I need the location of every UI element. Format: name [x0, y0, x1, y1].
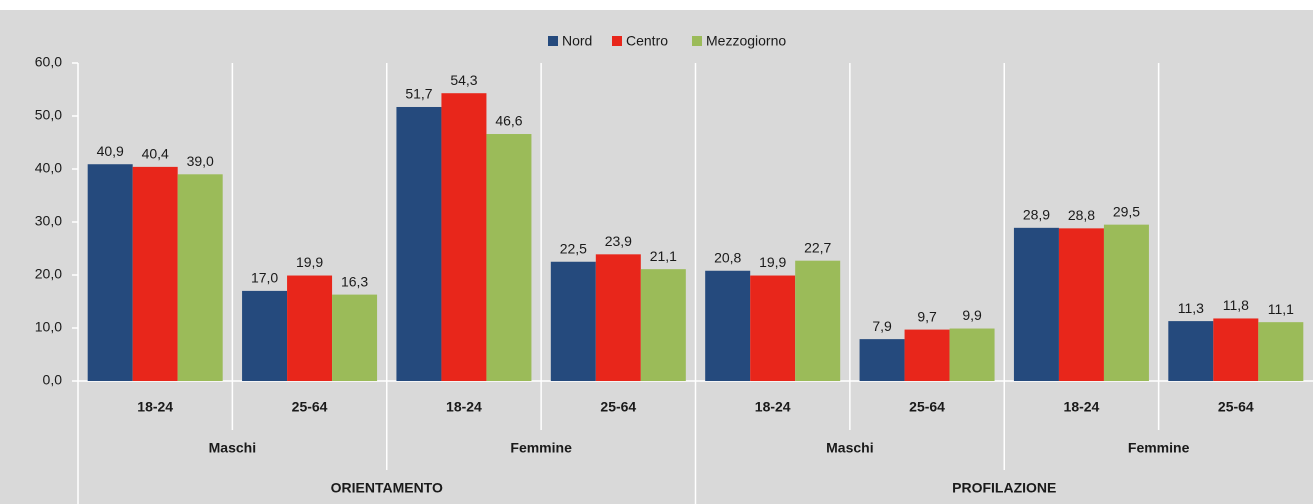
bar — [949, 328, 995, 381]
bar — [87, 164, 133, 381]
value-label: 46,6 — [495, 113, 522, 129]
y-tick-label: 50,0 — [35, 107, 62, 123]
value-label: 54,3 — [450, 72, 477, 88]
bar — [595, 254, 641, 381]
gender-label: Femmine — [510, 440, 572, 456]
bar — [177, 174, 223, 381]
value-label: 11,8 — [1223, 297, 1249, 313]
gender-label: Maschi — [209, 440, 256, 456]
y-tick-label: 30,0 — [35, 213, 62, 229]
bar — [705, 270, 751, 381]
legend-label: Nord — [562, 33, 592, 49]
x-tick-label: 25-64 — [1218, 399, 1254, 415]
bar — [1213, 318, 1259, 381]
value-label: 9,9 — [962, 307, 982, 323]
value-label: 22,7 — [804, 239, 831, 255]
value-label: 11,3 — [1178, 300, 1204, 316]
x-tick-label: 25-64 — [600, 399, 636, 415]
value-label: 28,9 — [1023, 207, 1050, 223]
y-tick-label: 0,0 — [43, 372, 63, 388]
value-label: 17,0 — [251, 270, 278, 286]
bar — [1168, 321, 1214, 381]
legend-label: Mezzogiorno — [706, 33, 786, 49]
value-label: 22,5 — [560, 240, 587, 256]
legend-label: Centro — [626, 33, 668, 49]
section-label: PROFILAZIONE — [952, 480, 1056, 496]
bar — [750, 275, 796, 381]
bar — [1058, 228, 1104, 381]
bar — [904, 329, 950, 381]
y-tick-label: 40,0 — [35, 160, 62, 176]
y-tick-label: 60,0 — [35, 54, 62, 70]
bar — [486, 134, 532, 381]
bar — [441, 93, 487, 382]
legend-swatch — [692, 36, 702, 46]
value-label: 20,8 — [714, 249, 741, 265]
bar — [550, 261, 596, 381]
bar — [242, 290, 288, 381]
bar — [1103, 224, 1149, 381]
value-label: 19,9 — [296, 254, 323, 270]
value-label: 40,9 — [97, 143, 124, 159]
section-label: ORIENTAMENTO — [331, 480, 443, 496]
x-tick-label: 18-24 — [755, 399, 791, 415]
value-label: 51,7 — [405, 86, 432, 102]
bar — [332, 294, 378, 381]
gender-label: Maschi — [826, 440, 873, 456]
x-tick-label: 18-24 — [1064, 399, 1100, 415]
bar — [1258, 322, 1304, 381]
gender-label: Femmine — [1128, 440, 1190, 456]
y-tick-label: 20,0 — [35, 266, 62, 282]
bar — [287, 275, 333, 381]
value-label: 21,1 — [650, 248, 677, 264]
value-label: 40,4 — [142, 146, 169, 162]
value-label: 11,1 — [1268, 301, 1294, 317]
x-tick-label: 18-24 — [137, 399, 173, 415]
bar — [795, 260, 841, 381]
bar — [396, 106, 442, 382]
x-tick-label: 18-24 — [446, 399, 482, 415]
legend-swatch — [548, 36, 558, 46]
top-band — [0, 0, 1313, 10]
bar — [859, 339, 905, 381]
bar — [132, 166, 178, 381]
value-label: 16,3 — [341, 273, 368, 289]
value-label: 9,7 — [917, 308, 937, 324]
value-label: 7,9 — [872, 318, 892, 334]
value-label: 28,8 — [1068, 207, 1095, 223]
y-tick-label: 10,0 — [35, 319, 62, 335]
bar — [640, 269, 686, 381]
bar — [1013, 227, 1059, 381]
x-tick-label: 25-64 — [292, 399, 328, 415]
value-label: 23,9 — [605, 233, 632, 249]
value-label: 39,0 — [187, 153, 214, 169]
x-tick-label: 25-64 — [909, 399, 945, 415]
value-label: 19,9 — [759, 254, 786, 270]
legend-swatch — [612, 36, 622, 46]
value-label: 29,5 — [1113, 203, 1140, 219]
